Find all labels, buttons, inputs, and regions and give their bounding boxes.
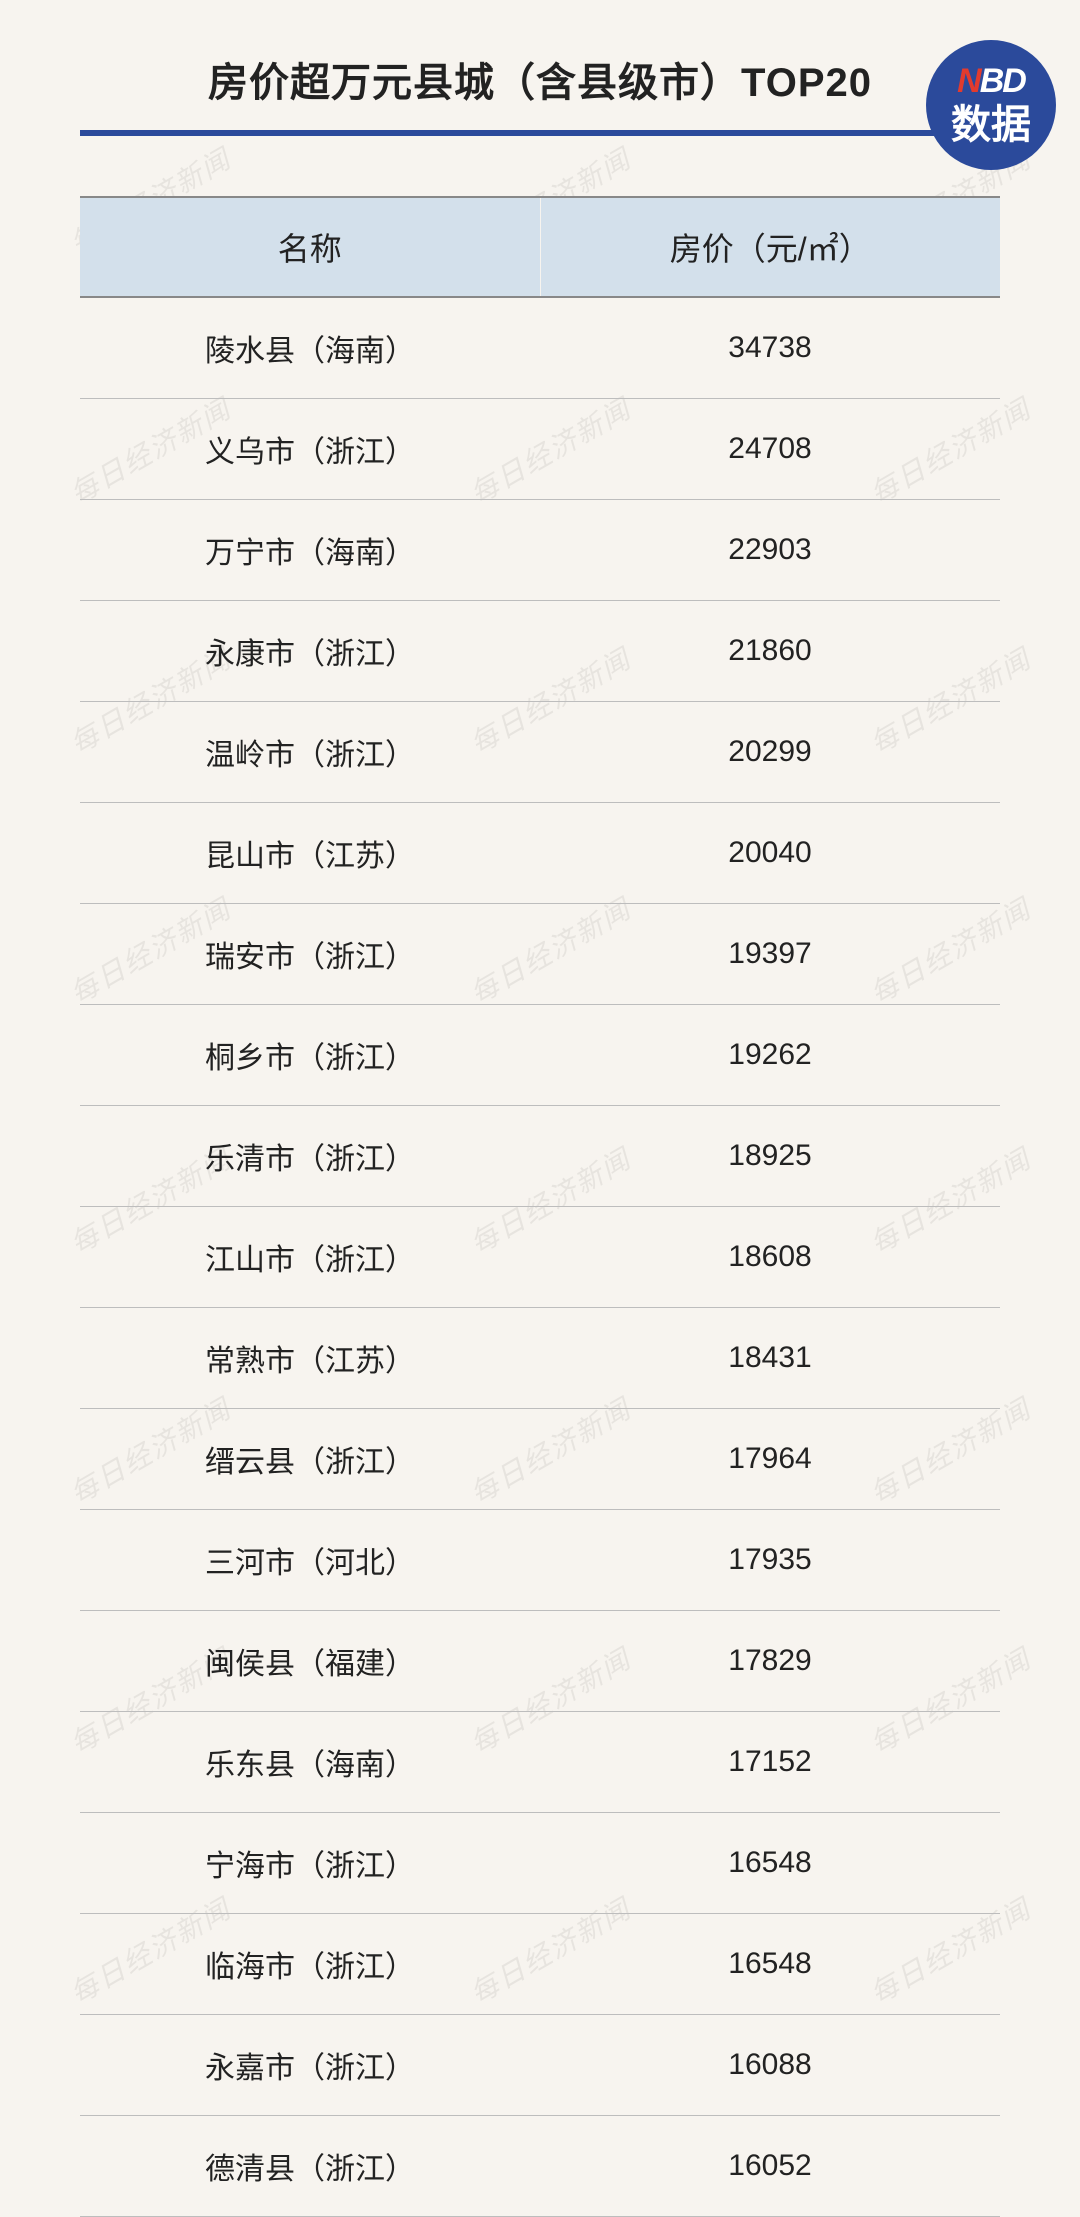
cell-price: 17935 [540, 1510, 1000, 1611]
cell-price: 16548 [540, 1813, 1000, 1914]
table-row: 陵水县（海南）34738 [80, 297, 1000, 399]
cell-name: 昆山市（江苏） [80, 803, 540, 904]
badge-top: NBD [957, 63, 1025, 100]
cell-price: 16088 [540, 2015, 1000, 2116]
table-row: 温岭市（浙江）20299 [80, 702, 1000, 803]
table-row: 昆山市（江苏）20040 [80, 803, 1000, 904]
cell-name: 瑞安市（浙江） [80, 904, 540, 1005]
cell-name: 德清县（浙江） [80, 2116, 540, 2217]
table-container: 名称 房价（元/㎡） 陵水县（海南）34738义乌市（浙江）24708万宁市（海… [0, 136, 1080, 2217]
cell-name: 三河市（河北） [80, 1510, 540, 1611]
table-row: 宁海市（浙江）16548 [80, 1813, 1000, 1914]
table-row: 缙云县（浙江）17964 [80, 1409, 1000, 1510]
cell-name: 永嘉市（浙江） [80, 2015, 540, 2116]
table-header-row: 名称 房价（元/㎡） [80, 197, 1000, 297]
cell-name: 缙云县（浙江） [80, 1409, 540, 1510]
cell-name: 永康市（浙江） [80, 601, 540, 702]
table-row: 万宁市（海南）22903 [80, 500, 1000, 601]
table-row: 桐乡市（浙江）19262 [80, 1005, 1000, 1106]
table-body: 陵水县（海南）34738义乌市（浙江）24708万宁市（海南）22903永康市（… [80, 297, 1000, 2217]
cell-price: 18431 [540, 1308, 1000, 1409]
cell-price: 16052 [540, 2116, 1000, 2217]
cell-price: 21860 [540, 601, 1000, 702]
cell-name: 温岭市（浙江） [80, 702, 540, 803]
header: 房价超万元县城（含县级市）TOP20 NBD 数据 [0, 0, 1080, 136]
table-row: 永嘉市（浙江）16088 [80, 2015, 1000, 2116]
table-row: 常熟市（江苏）18431 [80, 1308, 1000, 1409]
col-name: 名称 [80, 197, 540, 297]
table-row: 闽侯县（福建）17829 [80, 1611, 1000, 1712]
table-row: 乐清市（浙江）18925 [80, 1106, 1000, 1207]
cell-name: 万宁市（海南） [80, 500, 540, 601]
cell-price: 17152 [540, 1712, 1000, 1813]
cell-name: 闽侯县（福建） [80, 1611, 540, 1712]
cell-name: 临海市（浙江） [80, 1914, 540, 2015]
cell-name: 乐东县（海南） [80, 1712, 540, 1813]
table-row: 德清县（浙江）16052 [80, 2116, 1000, 2217]
cell-name: 义乌市（浙江） [80, 399, 540, 500]
cell-price: 24708 [540, 399, 1000, 500]
page-title: 房价超万元县城（含县级市）TOP20 [80, 50, 1000, 108]
cell-price: 18608 [540, 1207, 1000, 1308]
cell-price: 18925 [540, 1106, 1000, 1207]
col-price: 房价（元/㎡） [540, 197, 1000, 297]
cell-price: 20299 [540, 702, 1000, 803]
cell-name: 江山市（浙江） [80, 1207, 540, 1308]
cell-price: 19262 [540, 1005, 1000, 1106]
cell-price: 17829 [540, 1611, 1000, 1712]
table-row: 江山市（浙江）18608 [80, 1207, 1000, 1308]
cell-name: 陵水县（海南） [80, 297, 540, 399]
cell-price: 19397 [540, 904, 1000, 1005]
cell-price: 22903 [540, 500, 1000, 601]
cell-price: 16548 [540, 1914, 1000, 2015]
table-row: 瑞安市（浙江）19397 [80, 904, 1000, 1005]
table-row: 乐东县（海南）17152 [80, 1712, 1000, 1813]
table-row: 临海市（浙江）16548 [80, 1914, 1000, 2015]
cell-price: 20040 [540, 803, 1000, 904]
table-row: 义乌市（浙江）24708 [80, 399, 1000, 500]
cell-name: 宁海市（浙江） [80, 1813, 540, 1914]
cell-name: 乐清市（浙江） [80, 1106, 540, 1207]
price-table: 名称 房价（元/㎡） 陵水县（海南）34738义乌市（浙江）24708万宁市（海… [80, 196, 1000, 2217]
table-row: 永康市（浙江）21860 [80, 601, 1000, 702]
table-row: 三河市（河北）17935 [80, 1510, 1000, 1611]
cell-price: 34738 [540, 297, 1000, 399]
cell-name: 桐乡市（浙江） [80, 1005, 540, 1106]
cell-name: 常熟市（江苏） [80, 1308, 540, 1409]
cell-price: 17964 [540, 1409, 1000, 1510]
